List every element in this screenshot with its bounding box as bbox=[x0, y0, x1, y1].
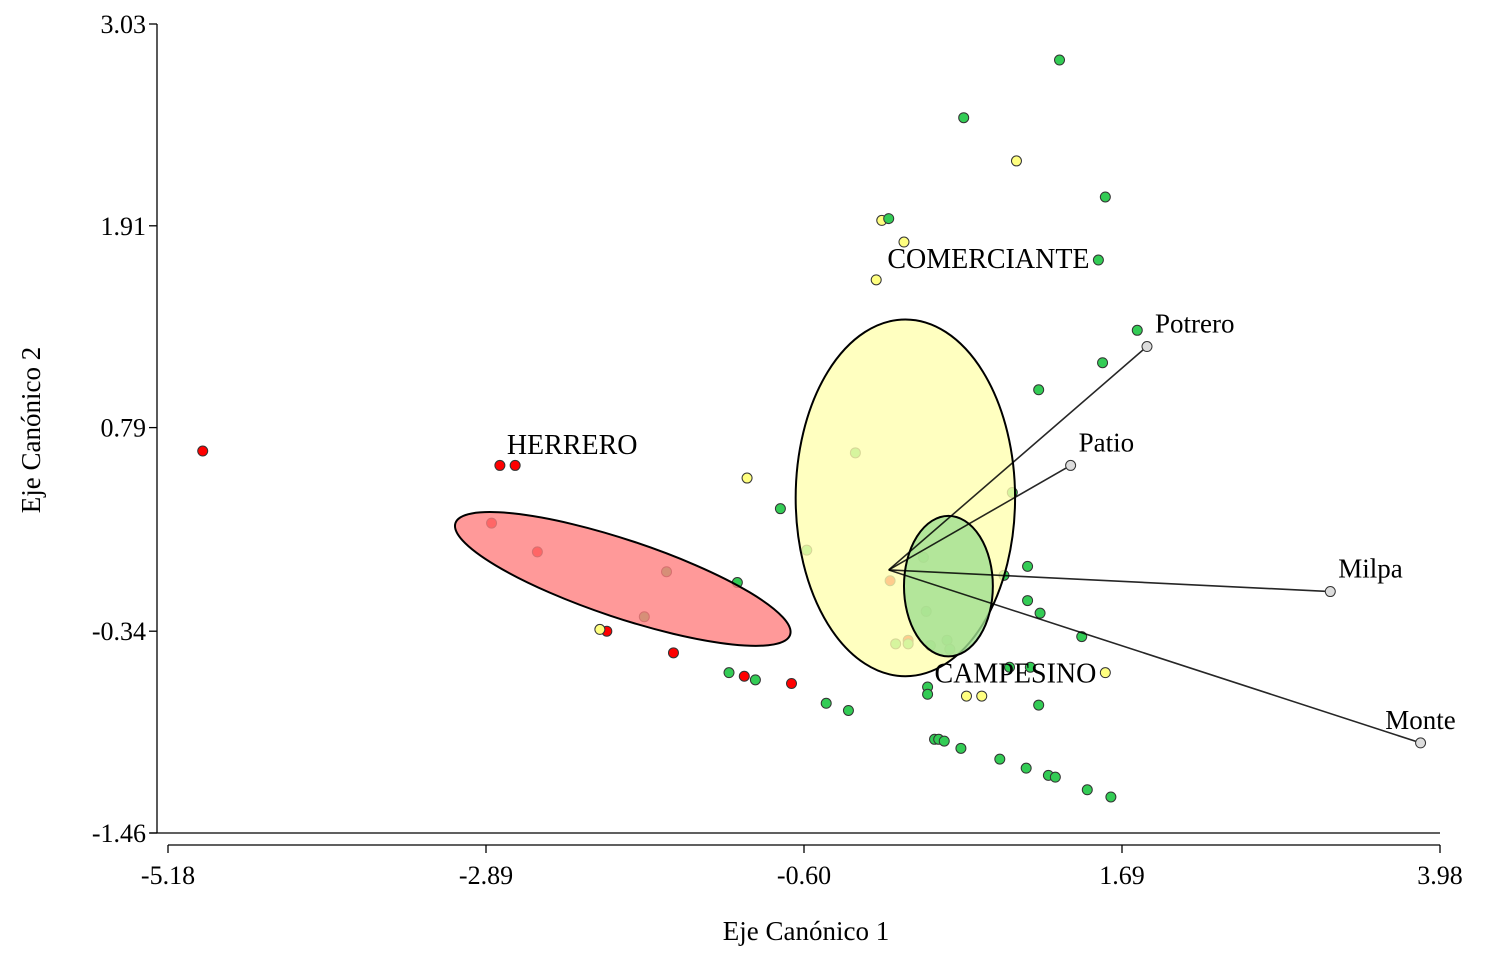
x-tick-label: -2.89 bbox=[459, 861, 513, 890]
vector-end-patio bbox=[1065, 459, 1077, 471]
point-campesino bbox=[958, 112, 970, 124]
ellipse-campesino bbox=[902, 514, 994, 658]
label-layer: Potrero Patio Milpa Monte HERRERO COMERCIANTE… bbox=[507, 244, 1456, 735]
point-comerciante bbox=[1010, 155, 1022, 167]
x-tick-label: 1.69 bbox=[1099, 861, 1145, 890]
vector-label-monte: Monte bbox=[1385, 705, 1456, 735]
point-comerciante bbox=[976, 690, 988, 702]
vector-end-monte bbox=[1415, 737, 1427, 749]
y-axis-label: Eje Canónico 2 bbox=[16, 347, 46, 513]
axes bbox=[150, 24, 1440, 846]
vector-potrero bbox=[888, 345, 1148, 571]
point-herrero bbox=[667, 647, 679, 659]
point-campesino bbox=[1022, 560, 1034, 572]
point-comerciante bbox=[594, 623, 606, 635]
point-herrero bbox=[494, 459, 506, 471]
point-campesino bbox=[994, 753, 1006, 765]
point-campesino bbox=[1022, 595, 1034, 607]
y-tick-label: -0.34 bbox=[92, 617, 146, 646]
x-tick-label: -5.18 bbox=[141, 861, 195, 890]
group-label-herrero: HERRERO bbox=[507, 430, 638, 461]
point-campesino bbox=[1097, 357, 1109, 369]
point-herrero bbox=[786, 677, 798, 689]
vector-patio bbox=[888, 464, 1072, 571]
point-comerciante bbox=[960, 690, 972, 702]
vector-label-patio: Patio bbox=[1079, 427, 1135, 457]
ellipse-layer bbox=[453, 318, 1017, 678]
vector-layer bbox=[888, 341, 1427, 749]
x-tick-label: -0.60 bbox=[777, 861, 831, 890]
y-tick-label: 1.91 bbox=[101, 212, 147, 241]
point-campesino bbox=[1004, 661, 1016, 673]
ellipse-herrero bbox=[453, 511, 792, 647]
point-campesino bbox=[1033, 384, 1045, 396]
point-campesino bbox=[723, 667, 735, 679]
point-herrero bbox=[738, 670, 750, 682]
point-campesino bbox=[955, 742, 967, 754]
point-campesino bbox=[1105, 791, 1117, 803]
point-campesino bbox=[1092, 254, 1104, 266]
y-tick-label: -1.46 bbox=[92, 819, 146, 848]
point-campesino bbox=[1033, 699, 1045, 711]
point-comerciante bbox=[870, 274, 882, 286]
ticks-layer: -5.18 -2.89 -0.60 1.69 3.98 3.03 1.91 0.79 -0.34… bbox=[92, 10, 1463, 890]
vector-label-milpa: Milpa bbox=[1338, 554, 1403, 584]
point-campesino bbox=[922, 688, 934, 700]
x-axis-label: Eje Canónico 1 bbox=[723, 916, 889, 946]
point-comerciante bbox=[741, 472, 753, 484]
vector-end-milpa bbox=[1324, 586, 1336, 598]
x-tick-label: 3.98 bbox=[1417, 861, 1463, 890]
vector-milpa bbox=[888, 569, 1331, 593]
point-campesino bbox=[1054, 54, 1066, 66]
point-campesino bbox=[1049, 771, 1061, 783]
point-campesino bbox=[774, 503, 786, 515]
point-campesino bbox=[1099, 191, 1111, 203]
point-campesino bbox=[842, 704, 854, 716]
vector-end-potrero bbox=[1141, 341, 1153, 353]
vector-monte bbox=[888, 569, 1421, 744]
point-campesino bbox=[1034, 607, 1046, 619]
point-herrero bbox=[197, 445, 209, 457]
point-campesino bbox=[1020, 762, 1032, 774]
point-campesino bbox=[749, 674, 761, 686]
group-label-campesino: CAMPESINO bbox=[935, 659, 1097, 690]
point-comerciante bbox=[1099, 667, 1111, 679]
point-campesino bbox=[1024, 661, 1036, 673]
y-tick-label: 0.79 bbox=[101, 414, 147, 443]
point-campesino bbox=[820, 697, 832, 709]
vector-label-potrero: Potrero bbox=[1155, 309, 1234, 339]
point-campesino bbox=[1131, 324, 1143, 336]
group-label-comerciante: COMERCIANTE bbox=[887, 244, 1089, 275]
point-campesino bbox=[938, 735, 950, 747]
point-herrero bbox=[509, 459, 521, 471]
point-comerciante bbox=[898, 236, 910, 248]
point-campesino bbox=[883, 213, 895, 225]
point-campesino bbox=[1081, 784, 1093, 796]
y-tick-label: 3.03 bbox=[101, 10, 147, 39]
